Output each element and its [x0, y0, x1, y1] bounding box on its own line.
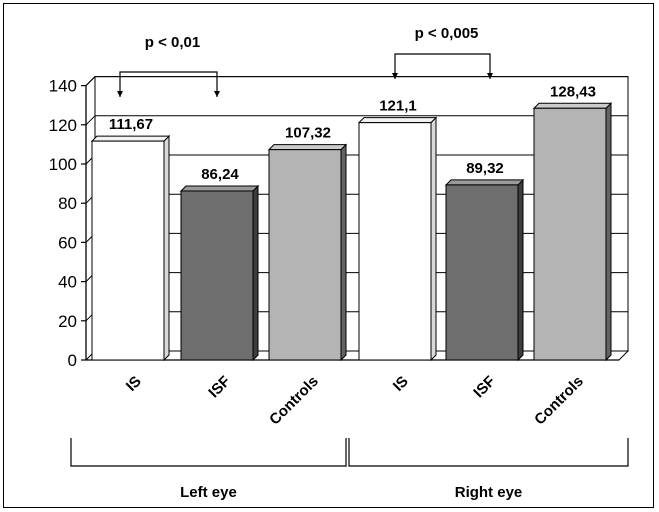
- bar: [90, 134, 171, 362]
- bar-side: [252, 184, 259, 362]
- y-tick-label: 40: [58, 273, 77, 292]
- significance-brackets: p < 0,01 p < 0,005: [117, 25, 493, 97]
- category-labels: IS ISF Controls IS ISF Controls: [123, 373, 587, 429]
- value-labels: 111,67 86,24 107,32 121,1 89,32 128,43: [109, 83, 596, 183]
- bar-top: [90, 135, 171, 142]
- significance-label: p < 0,01: [145, 34, 200, 51]
- bar-front: [180, 190, 254, 361]
- y-tick-label: 0: [68, 351, 77, 370]
- significance-label: p < 0,005: [415, 25, 479, 42]
- value-label: 107,32: [285, 125, 331, 142]
- y-axis-ticks: 0 20 40 60 80 100 120 140: [49, 77, 77, 370]
- y-tick-label: 60: [58, 233, 77, 252]
- y-tick-label: 20: [58, 312, 77, 331]
- bar-top: [357, 117, 438, 124]
- bar-side: [163, 134, 170, 362]
- bar-front: [533, 107, 607, 361]
- bar-side: [340, 143, 347, 362]
- bar: [444, 178, 525, 362]
- gridline-side: [85, 76, 96, 86]
- bar-top: [532, 102, 613, 109]
- bar-side: [430, 116, 437, 362]
- gridline-side: [85, 115, 96, 126]
- y-tick-label: 100: [49, 155, 77, 174]
- value-label: 111,67: [109, 116, 153, 133]
- y-tick-label: 80: [58, 194, 77, 213]
- bar-side: [517, 178, 524, 362]
- group-brackets: Left eye Right eye: [70, 438, 629, 501]
- bar-top: [179, 185, 260, 192]
- bar-front: [268, 149, 342, 361]
- category-label: Controls: [266, 373, 322, 429]
- bar-top: [267, 144, 348, 151]
- arrowhead-icon: [487, 73, 493, 79]
- group-label: Right eye: [455, 484, 523, 501]
- value-label: 128,43: [550, 83, 596, 100]
- bar-side: [605, 102, 612, 362]
- significance-line: [394, 53, 491, 79]
- group-label: Left eye: [180, 484, 237, 501]
- bar: [532, 102, 613, 362]
- arrowhead-icon: [392, 73, 398, 79]
- group-bracket: Right eye: [348, 438, 629, 501]
- category-label: ISF: [205, 373, 234, 402]
- bar-front: [358, 122, 432, 361]
- significance-line: [119, 71, 218, 97]
- significance-bracket: p < 0,01: [117, 34, 220, 97]
- significance-bracket: p < 0,005: [392, 25, 493, 79]
- value-label: 86,24: [201, 166, 239, 183]
- group-bracket-line: [348, 438, 629, 467]
- y-tick-label: 120: [49, 116, 77, 135]
- arrowhead-icon: [214, 91, 220, 97]
- category-label: IS: [123, 373, 145, 395]
- bar: [267, 143, 348, 362]
- category-label: Controls: [531, 373, 587, 429]
- bar-front: [445, 184, 519, 361]
- group-bracket: Left eye: [70, 438, 347, 501]
- bar-front: [91, 140, 165, 361]
- bars: [90, 102, 613, 362]
- bar-top: [444, 179, 525, 186]
- group-bracket-line: [70, 438, 347, 467]
- category-label: IS: [390, 373, 412, 395]
- bar: [179, 184, 260, 362]
- value-label: 89,32: [466, 160, 504, 177]
- y-tick-label: 140: [49, 77, 77, 96]
- category-label: ISF: [470, 373, 499, 402]
- value-label: 121,1: [379, 98, 417, 115]
- bar: [357, 116, 438, 362]
- arrowhead-icon: [117, 91, 123, 97]
